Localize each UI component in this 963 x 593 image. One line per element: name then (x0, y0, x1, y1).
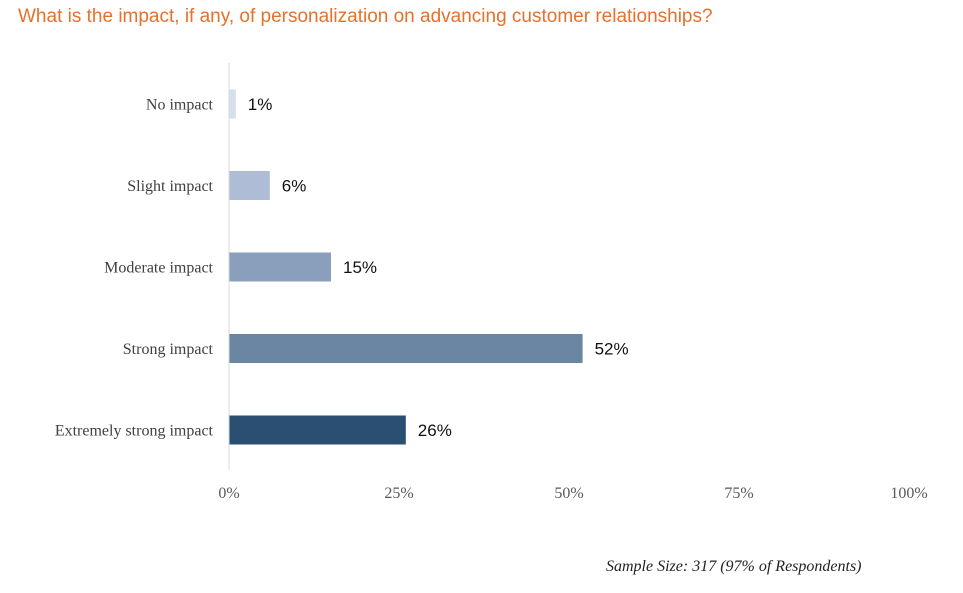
data-label: 1% (248, 95, 273, 114)
x-tick-label: 75% (724, 485, 753, 502)
bar-moderate-impact (229, 252, 331, 282)
category-label: Strong impact (123, 341, 214, 358)
x-tick-label: 50% (554, 485, 583, 502)
data-label: 52% (595, 340, 629, 359)
x-tick-label: 25% (384, 485, 413, 502)
data-label: 26% (418, 421, 452, 440)
data-labels: 1% 6% 15% 52% 26% (248, 95, 629, 440)
x-axis-ticks: 0% 25% 50% 75% 100% (218, 485, 927, 502)
category-label: Slight impact (127, 178, 213, 195)
category-label: Extremely strong impact (55, 423, 214, 440)
x-tick-label: 100% (890, 485, 927, 502)
data-label: 6% (282, 177, 307, 196)
bar-strong-impact (229, 334, 583, 363)
category-labels: No impact Slight impact Moderate impact Str… (55, 97, 214, 440)
sample-size-note: Sample Size: 317 (97% of Respondents) (606, 558, 862, 575)
category-label: Moderate impact (104, 260, 213, 277)
bars-group (229, 89, 583, 445)
chart-title: What is the impact, if any, of personali… (18, 6, 713, 27)
bar-no-impact (229, 89, 236, 119)
x-tick-label: 0% (218, 485, 239, 502)
data-label: 15% (343, 258, 377, 277)
bar-slight-impact (229, 171, 270, 200)
bar-extremely-strong-impact (229, 415, 406, 445)
category-label: No impact (146, 97, 214, 114)
